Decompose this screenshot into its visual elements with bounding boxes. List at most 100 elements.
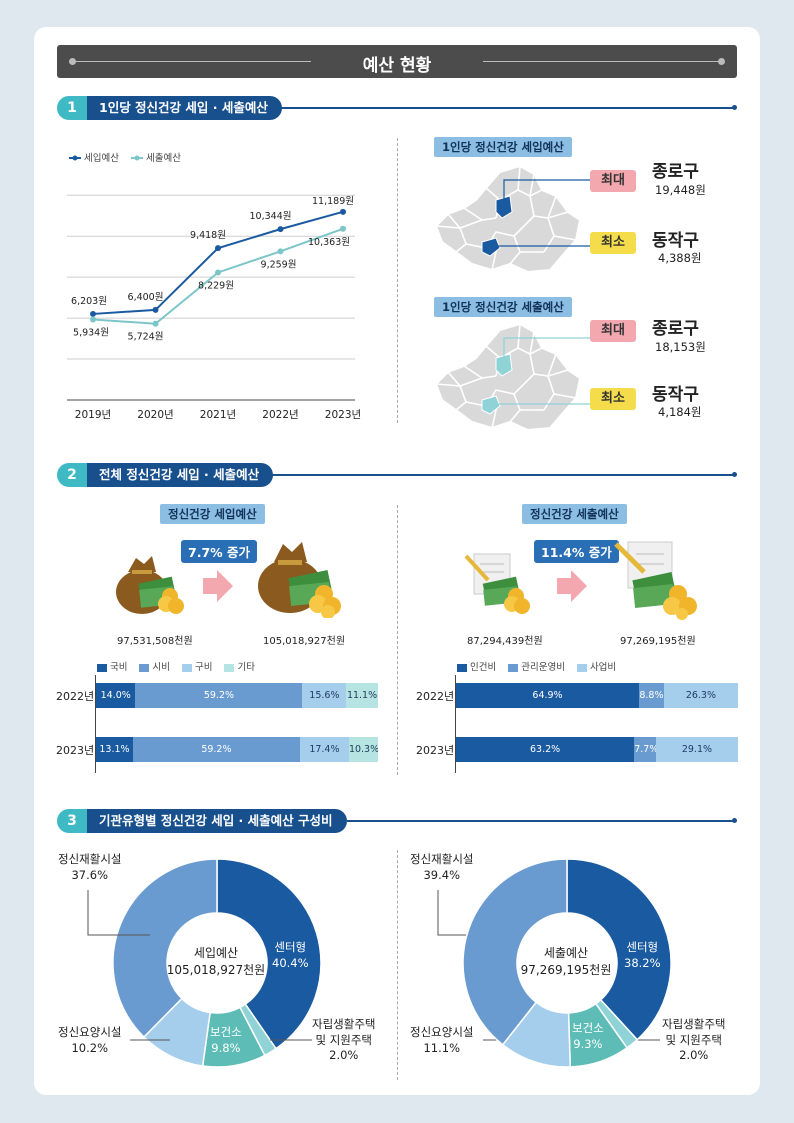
donut-exp-health-label: 보건소 9.3% [572, 1021, 604, 1051]
data-label: 10,344원 [250, 211, 292, 222]
map-expense-max-value: 18,153원 [655, 340, 706, 354]
district-border [513, 373, 535, 395]
legend-swatch [139, 663, 150, 672]
section-2-header: 전체 정신건강 세입 · 세출예산 2 [57, 463, 737, 487]
divider-2 [397, 505, 398, 775]
document-money-large-icon [614, 541, 697, 620]
data-point [340, 208, 346, 215]
donut-rev-nursing-label: 정신요양시설 10.2% [58, 1025, 122, 1055]
bar-segment: 11.1% [346, 683, 378, 708]
y-tick-label: 2022년 [56, 690, 95, 703]
legend-label: 관리운영비 [521, 662, 565, 673]
x-tick-label: 2023년 [325, 409, 361, 421]
district-border [513, 215, 535, 237]
stacked-bar-row: 13.1% 59.2% 17.4% 10.3% [96, 737, 378, 762]
y-axis [455, 675, 456, 773]
dongjak-district [481, 237, 501, 257]
per-capita-line-chart: 2019년 2020년 2021년 2022년 2023년 6,203원 6,400원 9,4… [67, 152, 361, 421]
section-1-dot [732, 105, 737, 110]
donut-exp-rehab-label: 정신재활시설 39.4% [410, 852, 474, 882]
divider-3 [397, 850, 398, 1080]
legend-label: 시비 [152, 662, 170, 673]
title-left-dot [69, 58, 76, 65]
data-label: 6,203원 [71, 296, 107, 307]
map-revenue-max-district: 종로구 [652, 162, 699, 182]
donut-rev-housing-label: 자립생활주택 및 지원주택 2.0% [312, 1017, 376, 1063]
district-border [455, 401, 487, 411]
map-expense-title: 1인당 정신건강 세출예산 [434, 297, 572, 317]
title-right-line [483, 61, 723, 62]
revenue-after-amount: 105,018,927천원 [263, 636, 346, 647]
max-leader-line [503, 179, 590, 200]
legend-swatch [457, 663, 467, 672]
bar-segment: 64.9% [456, 683, 640, 708]
legend-marker [72, 155, 78, 161]
stacked-bar-row: 64.9% 8.8% 26.3% [456, 683, 738, 708]
arrow-right-icon [557, 570, 587, 602]
district-border [546, 211, 569, 237]
district-border [509, 409, 521, 423]
total-revenue-title: 정신건강 세입예산 [160, 504, 265, 524]
bar-segment: 8.8% [639, 683, 664, 708]
section-3-header: 기관유형별 정신건강 세입 · 세출예산 구성비 3 [57, 809, 737, 833]
map-revenue-max-tag: 최대 [590, 170, 636, 192]
map-revenue-min-value: 4,388원 [658, 251, 702, 265]
district-border [543, 235, 577, 253]
map-expense-min-district: 동작구 [652, 385, 699, 405]
map-revenue-min-district: 동작구 [652, 231, 699, 251]
money-bag-large-icon [258, 542, 341, 618]
x-tick-label: 2020년 [137, 409, 173, 421]
section-1-number: 1 [57, 96, 87, 120]
donut-exp-center-label: 센터형 38.2% [624, 940, 661, 970]
map-revenue-max-value: 19,448원 [655, 183, 706, 197]
stack-legend: 인건비 관리운영비 사업비 [457, 659, 628, 673]
donut-exp-housing-label: 자립생활주택 및 지원주택 2.0% [662, 1017, 726, 1063]
y-axis [95, 675, 96, 773]
map-expense-max-tag: 최대 [590, 320, 636, 342]
expense-after-amount: 97,269,195천원 [620, 636, 696, 647]
bar-segment: 59.2% [135, 683, 303, 708]
bar-segment: 15.6% [302, 683, 347, 708]
data-label: 9,259원 [261, 259, 297, 270]
revenue-source-stacked-bar-chart: 국비 시비 구비 기타 2022년 14.0% 59.2% 15.6% 11.1% 2023년 13… [52, 655, 382, 775]
map-revenue-title: 1인당 정신건강 세입예산 [434, 137, 572, 157]
donut-exp-center-text: 세출예산 97,269,195천원 [520, 946, 612, 977]
legend-swatch [224, 663, 235, 672]
data-label: 8,229원 [198, 280, 234, 291]
x-tick-label: 2019년 [75, 409, 111, 421]
seoul-outline [434, 164, 582, 274]
map-revenue-min-tag: 최소 [590, 232, 636, 254]
donut-rev-center-label: 센터형 40.4% [272, 940, 309, 970]
section-1-line [257, 107, 733, 109]
legend-marker [134, 155, 140, 161]
x-tick-label: 2021년 [200, 409, 236, 421]
donut-rev-rehab-label: 정신재활시설 37.6% [58, 852, 122, 882]
legend-label: 사업비 [589, 662, 617, 673]
arrow-right-icon [203, 570, 233, 602]
data-point [215, 245, 221, 252]
section-3-number: 3 [57, 809, 87, 833]
bar-segment: 59.2% [132, 737, 300, 762]
total-expense-title: 정신건강 세출예산 [522, 504, 627, 524]
district-border [546, 369, 569, 395]
legend-label: 인건비 [470, 662, 497, 673]
legend-swatch [97, 663, 107, 672]
district-border [529, 189, 543, 217]
section-2-number: 2 [57, 463, 87, 487]
stacked-bar-row: 14.0% 59.2% 15.6% 11.1% [96, 683, 378, 708]
bar-segment: 26.3% [663, 683, 738, 708]
legend-label: 국비 [110, 662, 128, 673]
legend-item: 인건비 [457, 662, 496, 673]
expense-before-amount: 87,294,439천원 [467, 636, 543, 647]
stack-legend: 국비 시비 구비 기타 [97, 659, 267, 673]
district-border [435, 225, 467, 245]
district-border [455, 243, 487, 253]
seoul-map-revenue [434, 164, 590, 274]
data-point [215, 269, 221, 276]
section-1-header: 1인당 정신건강 세입 · 세출예산 1 [57, 96, 737, 120]
section-1-label: 1인당 정신건강 세입 · 세출예산 [83, 96, 282, 120]
legend-item: 기타 [224, 662, 255, 673]
max-leader-line [503, 337, 590, 358]
y-tick-label: 2023년 [56, 744, 95, 757]
revenue-increase-badge: 7.7% 증가 [181, 540, 258, 563]
